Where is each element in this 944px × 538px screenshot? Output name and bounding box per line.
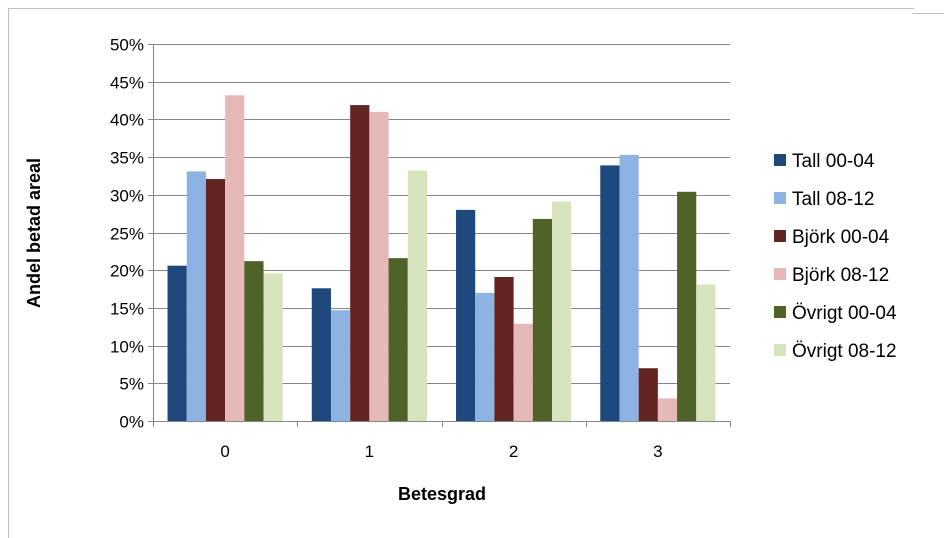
bar [619, 154, 639, 421]
legend-label: Björk 00-04 [792, 227, 890, 248]
bar [205, 178, 226, 421]
bar [369, 111, 389, 422]
bar [330, 310, 351, 421]
legend-label: Tall 00-04 [792, 151, 875, 172]
bar [600, 165, 620, 421]
legend-label: Övrigt 08-12 [792, 341, 897, 362]
x-tick-label: 0 [220, 442, 229, 461]
bar [388, 258, 408, 421]
bar [311, 288, 331, 421]
y-tick-label: 35% [110, 149, 144, 168]
x-tick-label: 3 [653, 442, 662, 461]
legend: Tall 00-04 Tall 08-12 Björk 00-04 Björk 08-… [774, 151, 897, 362]
legend-label: Tall 08-12 [792, 189, 874, 210]
axes [153, 44, 731, 427]
y-tick-label: 15% [110, 300, 144, 319]
legend-swatch [774, 344, 786, 356]
bar [475, 292, 495, 421]
bar [513, 323, 533, 421]
y-tick-label: 30% [110, 187, 144, 206]
legend-swatch [774, 306, 786, 318]
bar [456, 209, 476, 421]
bar [225, 95, 245, 422]
y-tick-label: 5% [119, 375, 144, 394]
y-tick-labels: 0% 5% 10% 15% 20% 25% 30% 35% 40% 45% 50% [110, 36, 144, 432]
legend-label: Björk 08-12 [792, 265, 889, 286]
bar [263, 273, 283, 421]
y-tick-label: 40% [110, 111, 144, 130]
x-tick-label: 1 [365, 442, 374, 461]
bar [657, 398, 678, 421]
y-tick-label: 0% [119, 413, 144, 432]
bar [638, 368, 658, 421]
bar [552, 201, 572, 421]
legend-label: Övrigt 00-04 [792, 303, 897, 324]
y-tick-label: 50% [110, 36, 144, 55]
bar [186, 171, 206, 421]
legend-swatch [774, 192, 786, 204]
bar [532, 218, 553, 421]
x-tick-label: 2 [509, 442, 518, 461]
y-axis-title: Andel betad areal [24, 158, 44, 308]
bar [167, 265, 187, 421]
y-tick-label: 10% [110, 338, 144, 357]
bar [244, 261, 264, 421]
x-tick-labels: 0 1 2 3 [220, 442, 662, 461]
x-axis-title: Betesgrad [398, 484, 486, 504]
bar [407, 170, 427, 421]
bar [677, 191, 697, 421]
y-tick-label: 20% [110, 262, 144, 281]
bars [167, 95, 716, 422]
legend-swatch [774, 268, 786, 280]
bar [696, 284, 716, 421]
y-tick-label: 45% [110, 74, 144, 93]
legend-swatch [774, 230, 786, 242]
y-tick-label: 25% [110, 225, 144, 244]
bar [350, 105, 370, 421]
bar [494, 276, 514, 421]
legend-swatch [774, 154, 786, 166]
